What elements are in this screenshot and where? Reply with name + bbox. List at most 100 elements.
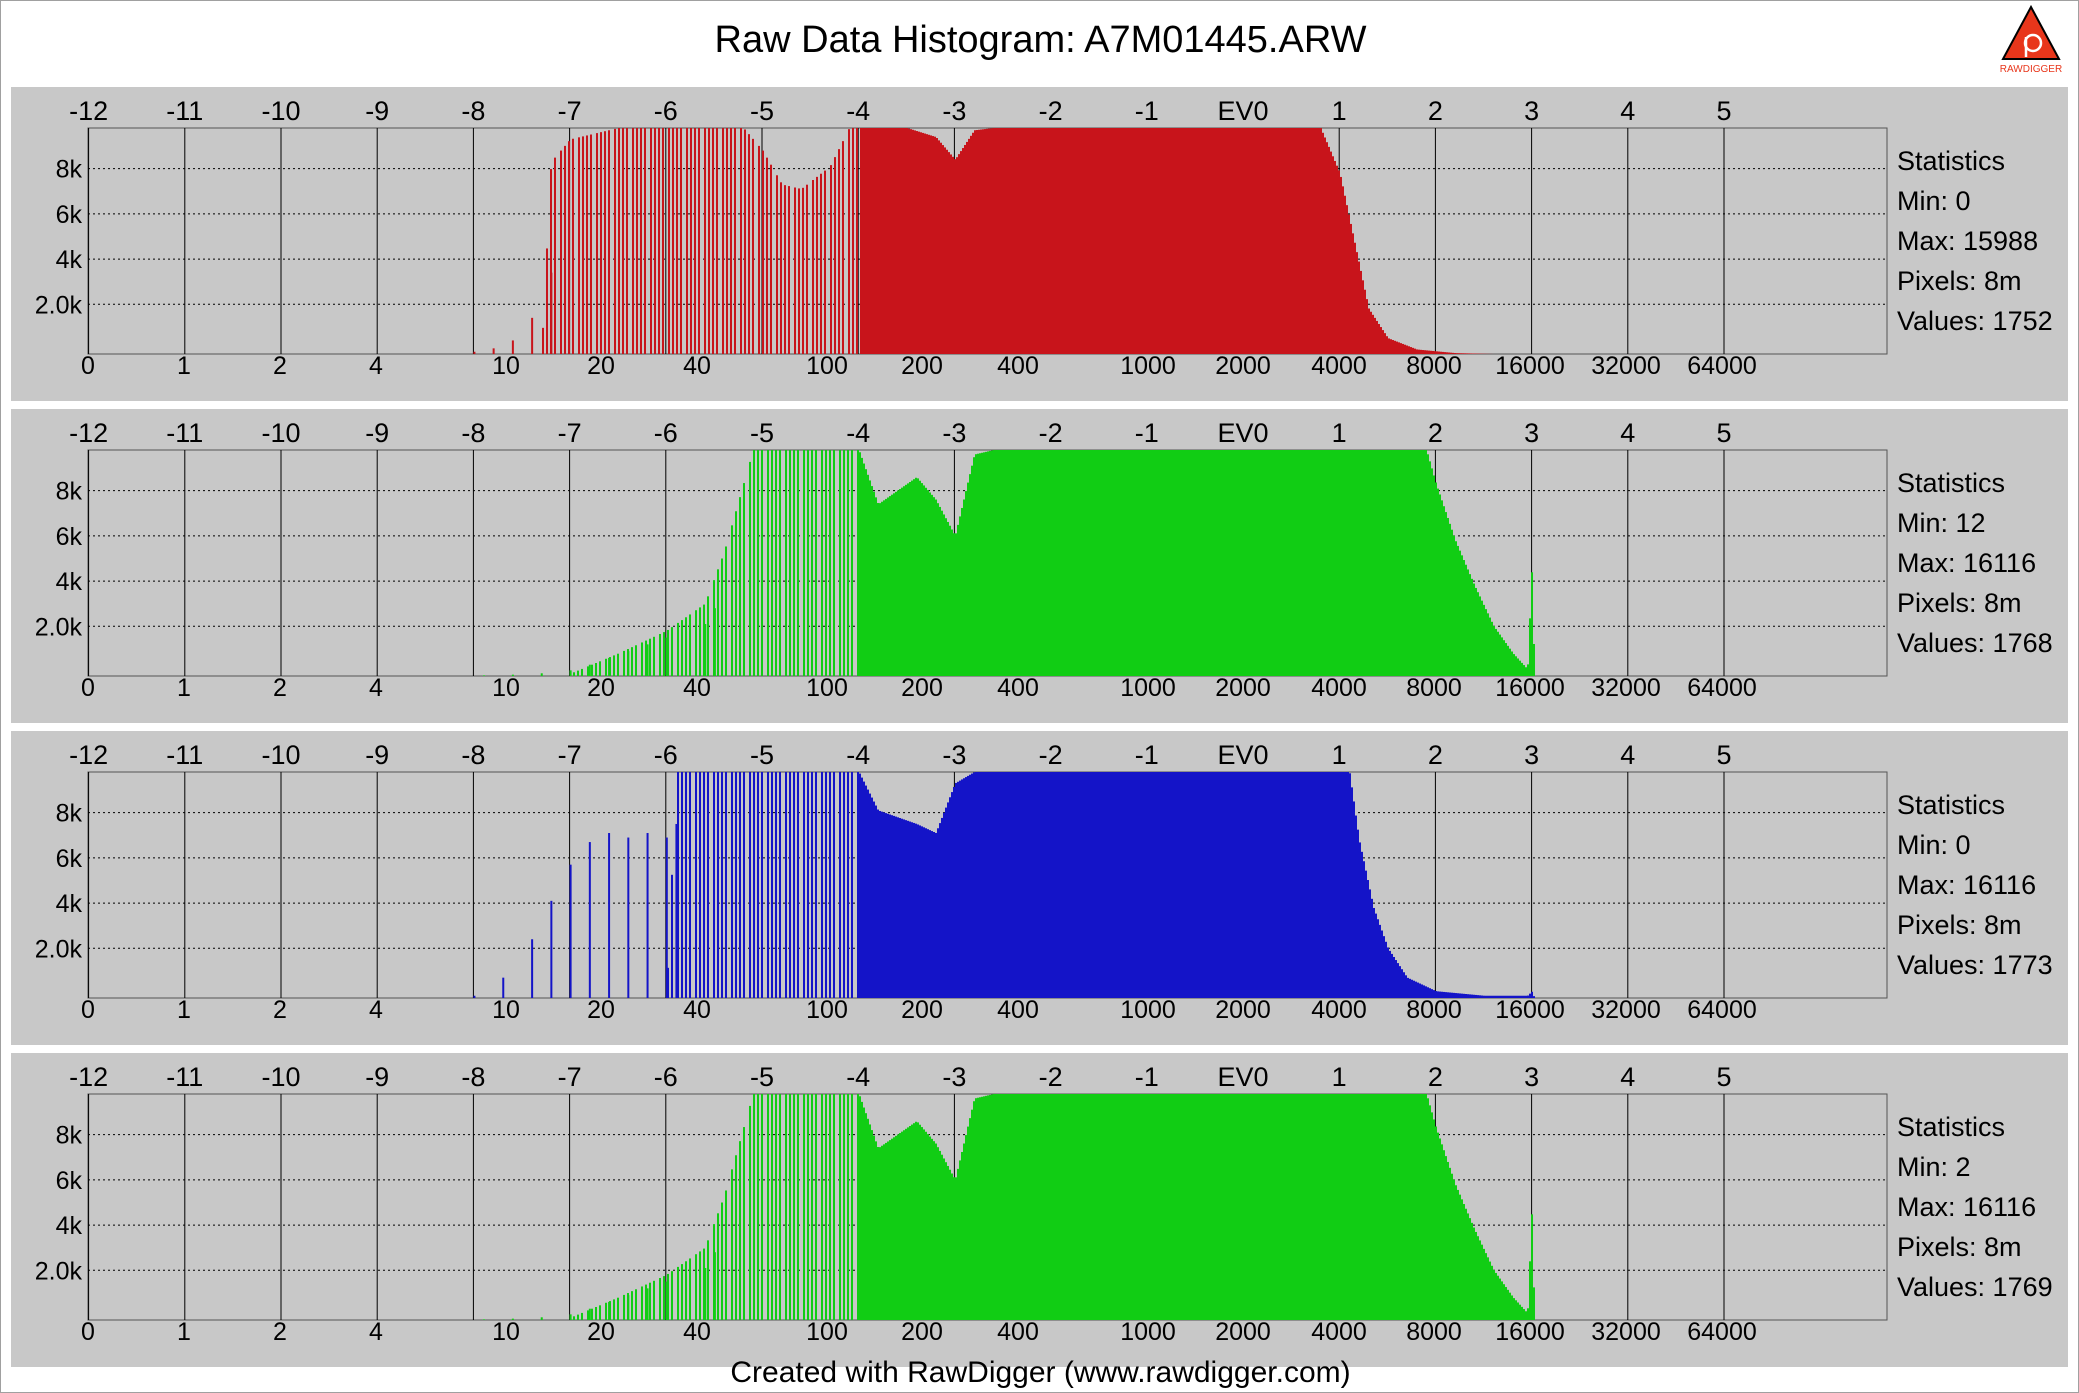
- histogram-bar: [1378, 323, 1380, 354]
- histogram-bar: [1030, 128, 1032, 354]
- histogram-bar: [1224, 128, 1226, 354]
- histogram-bar: [1499, 634, 1501, 676]
- histogram-bar: [1297, 1094, 1299, 1320]
- y-tick-label: 6k: [56, 523, 83, 551]
- ev-tick-label: -6: [654, 418, 678, 448]
- histogram-bar: [929, 830, 931, 998]
- histogram-bar: [946, 149, 948, 354]
- histogram-bar: [1143, 1094, 1145, 1320]
- histogram-bar: [1015, 772, 1017, 998]
- histogram-bar: [803, 772, 805, 998]
- histogram-bar: [1186, 128, 1188, 354]
- ev-tick-label: -6: [654, 1062, 678, 1092]
- histogram-bar: [1179, 1094, 1181, 1320]
- histogram-bar: [1199, 450, 1201, 676]
- histogram-bar: [1468, 353, 1470, 354]
- histogram-bar: [983, 772, 985, 998]
- value-tick-label: 2000: [1215, 352, 1271, 380]
- histogram-bar: [1391, 450, 1393, 676]
- histogram-bar: [1343, 772, 1345, 998]
- histogram-bar: [1282, 128, 1284, 354]
- histogram-bar: [1371, 1094, 1373, 1320]
- histogram-bar: [843, 772, 845, 998]
- histogram-bar: [991, 1094, 993, 1320]
- histogram-bar: [1341, 1094, 1343, 1320]
- histogram-bar: [1279, 1094, 1281, 1320]
- histogram-bar: [1063, 1094, 1065, 1320]
- histogram-panel-g: -12 -11 -10 -9 -8 -7 -6 -5 -4 -3 -2 -1 EV0 1 2 3 4 5 0 1 2 4 1…: [11, 409, 2068, 723]
- histogram-bar: [932, 136, 934, 354]
- histogram-spike: [713, 1252, 716, 1320]
- histogram-bar: [885, 1142, 887, 1320]
- histogram-bar: [1043, 772, 1045, 998]
- histogram-bar: [995, 1094, 997, 1320]
- histogram-bar: [1418, 349, 1420, 354]
- histogram-bar: [885, 498, 887, 676]
- histogram-bar: [839, 450, 841, 676]
- histogram-bar: [1483, 995, 1485, 998]
- ev-tick-label: -8: [461, 96, 485, 126]
- histogram-bar: [925, 1131, 927, 1320]
- histogram-bar: [631, 647, 633, 676]
- histogram-bar: [1311, 772, 1313, 998]
- histogram-bar: [973, 1101, 975, 1320]
- histogram-bar: [1207, 450, 1209, 676]
- histogram-bar: [987, 451, 989, 676]
- histogram-bar: [1123, 450, 1125, 676]
- histogram-bar: [879, 810, 881, 998]
- histogram-bar: [1275, 1094, 1277, 1320]
- histogram-bar: [644, 128, 646, 354]
- histogram-bar: [917, 824, 919, 998]
- histogram-bar: [1069, 1094, 1071, 1320]
- histogram-bar: [1077, 450, 1079, 676]
- histogram-bar: [834, 157, 836, 354]
- ev-tick-label: 5: [1716, 96, 1731, 126]
- histogram-bar: [1319, 772, 1321, 998]
- histogram-bar: [1423, 985, 1425, 998]
- histogram-bar: [1463, 560, 1465, 676]
- histogram-bar: [1005, 1094, 1007, 1320]
- histogram-bar: [1165, 772, 1167, 998]
- histogram-bar: [1073, 772, 1075, 998]
- histogram-bar: [1117, 772, 1119, 998]
- histogram-bar: [843, 1094, 845, 1320]
- histogram-bar: [1386, 336, 1388, 354]
- histogram-bar: [1429, 1105, 1431, 1320]
- histogram-bar: [1137, 1094, 1139, 1320]
- histogram-bar: [984, 129, 986, 354]
- statistics-values: Values: 1752: [1897, 306, 2053, 336]
- histogram-bar: [1083, 772, 1085, 998]
- histogram-bar: [1267, 1094, 1269, 1320]
- histogram-bar: [887, 813, 889, 998]
- histogram-bar: [1467, 994, 1469, 998]
- value-tick-label: 20: [587, 996, 615, 1024]
- histogram-bar: [1475, 587, 1477, 676]
- value-tick-label: 64000: [1687, 996, 1757, 1024]
- histogram-bar: [1374, 317, 1376, 354]
- histogram-bar: [901, 1131, 903, 1320]
- histogram-bar: [930, 135, 932, 354]
- histogram-bar: [1251, 772, 1253, 998]
- histogram-bar: [1319, 450, 1321, 676]
- histogram-bar: [1432, 350, 1434, 354]
- histogram-bar: [1203, 450, 1205, 676]
- histogram-spike: [511, 1318, 514, 1320]
- ev-tick-label: 3: [1524, 1062, 1539, 1092]
- y-tick-label: 8k: [56, 1122, 83, 1150]
- histogram-bar: [1325, 450, 1327, 676]
- histogram-bar: [1149, 1094, 1151, 1320]
- histogram-bar: [1213, 450, 1215, 676]
- histogram-bar: [1103, 772, 1105, 998]
- histogram-bar: [921, 826, 923, 998]
- histogram-bar: [1414, 348, 1416, 354]
- histogram-bar: [939, 823, 941, 998]
- histogram-bar: [1238, 128, 1240, 354]
- histogram-bar: [1180, 128, 1182, 354]
- statistics-values: Values: 1768: [1897, 628, 2053, 658]
- histogram-bar: [1451, 992, 1453, 998]
- histogram-bar: [1339, 450, 1341, 676]
- histogram-bar: [1201, 1094, 1203, 1320]
- histogram-bar: [1459, 1194, 1461, 1320]
- histogram-bar: [943, 514, 945, 676]
- histogram-bar: [1145, 772, 1147, 998]
